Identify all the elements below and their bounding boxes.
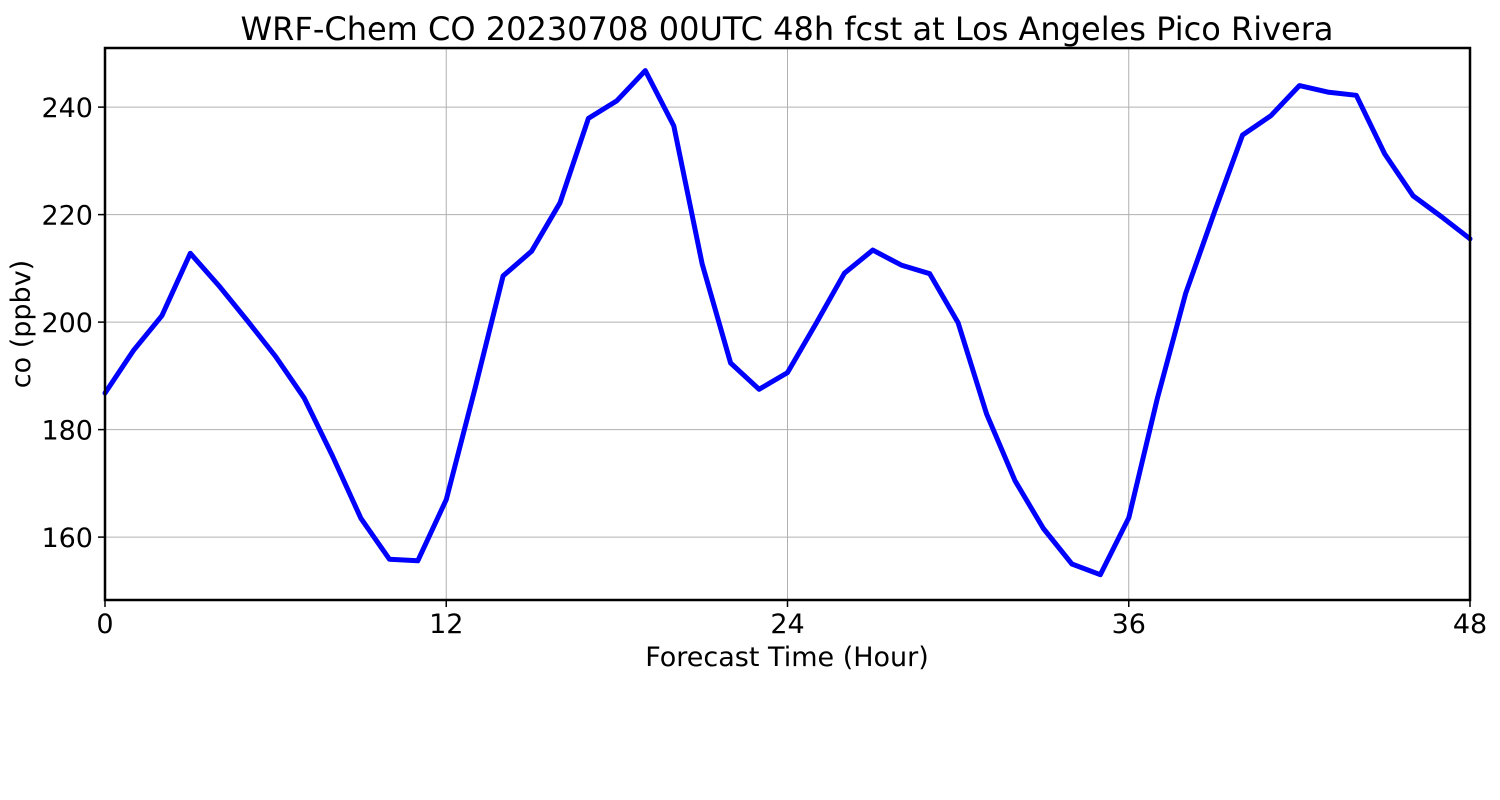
x-axis-label: Forecast Time (Hour) [645,642,929,673]
y-tick-label: 240 [41,93,93,124]
chart-title: WRF-Chem CO 20230708 00UTC 48h fcst at L… [241,10,1334,48]
y-tick-label: 160 [41,523,93,554]
y-tick-label: 200 [41,308,93,339]
x-tick-label: 48 [1453,609,1487,640]
grid-lines [104,48,1471,600]
series-layer [102,68,1473,578]
x-tick-label: 0 [96,609,113,640]
co-series-line [102,68,1473,578]
y-tick-label: 220 [41,201,93,232]
x-tick-label: 24 [770,609,804,640]
x-tick-label: 36 [1112,609,1146,640]
y-tick-label: 180 [41,416,93,447]
y-axis-label: co (ppbv) [6,260,37,388]
x-tick-label: 12 [429,609,463,640]
x-axis: 0 12 24 36 48 [96,600,1487,640]
y-axis: 160 180 200 220 240 [41,93,105,554]
